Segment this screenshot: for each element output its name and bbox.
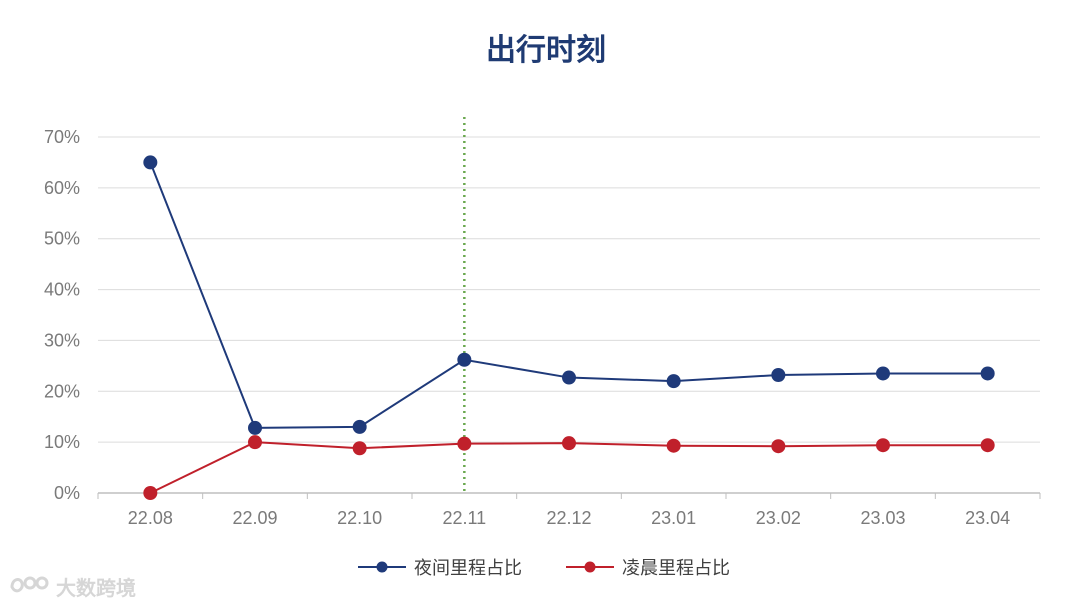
legend-label: 夜间里程占比 [414, 558, 522, 579]
chart-title: 出行时刻 [486, 33, 606, 68]
data-point [143, 486, 158, 500]
y-tick-label: 0% [54, 483, 80, 503]
x-tick-label: 23.01 [651, 508, 696, 528]
data-point [980, 438, 995, 453]
data-point [562, 370, 576, 385]
x-tick-label: 23.02 [756, 508, 801, 528]
data-point [771, 439, 786, 454]
x-tick-label: 22.10 [337, 508, 382, 528]
y-tick-label: 60% [44, 178, 80, 198]
data-point [248, 435, 262, 450]
y-tick-label: 50% [44, 229, 80, 249]
x-tick-label: 22.12 [546, 508, 591, 528]
legend-swatch-marker [376, 561, 388, 573]
data-point [562, 436, 576, 451]
data-point [457, 352, 472, 367]
legend-swatch-marker [584, 561, 596, 573]
watermark-text: 大数跨境 [56, 576, 136, 600]
x-tick-label: 22.08 [128, 508, 173, 528]
series-line [149, 162, 988, 429]
y-tick-label: 70% [44, 127, 80, 147]
legend-label: 凌晨里程占比 [622, 558, 730, 579]
data-point [876, 366, 890, 381]
brand-logo-icon [10, 576, 49, 592]
y-tick-label: 10% [44, 432, 80, 452]
y-tick-label: 40% [44, 280, 80, 300]
data-point [666, 374, 681, 389]
x-tick-label: 22.09 [232, 508, 277, 528]
x-tick-label: 23.04 [965, 508, 1010, 528]
watermark: 大数跨境 [8, 572, 136, 601]
series-group [143, 155, 995, 500]
x-tick-label: 22.11 [442, 508, 486, 528]
grid-lines [98, 136, 1040, 443]
data-point [352, 441, 367, 456]
data-point [352, 419, 367, 434]
data-point [876, 438, 890, 453]
y-tick-label: 20% [44, 381, 80, 401]
data-point [457, 436, 472, 451]
data-point [248, 420, 262, 435]
x-tick-label: 23.03 [860, 508, 905, 528]
data-point [143, 155, 158, 170]
data-point [771, 368, 786, 383]
legend[interactable]: 夜间里程占比 凌晨里程占比 [358, 558, 730, 579]
data-point [980, 366, 995, 381]
data-point [666, 438, 681, 453]
axes: 0% 10% 20% 30% 40% 50% 60% 70% 22.08 22.09 22.10 22… [44, 127, 1041, 528]
y-tick-label: 30% [44, 330, 80, 350]
